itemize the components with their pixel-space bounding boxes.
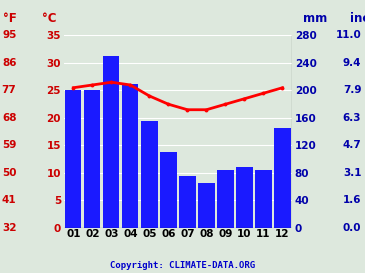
Text: 59: 59 [2,141,16,150]
Text: 50: 50 [2,168,16,178]
Text: 4.7: 4.7 [343,141,361,150]
Text: 3.1: 3.1 [343,168,361,178]
Text: 6.3: 6.3 [343,113,361,123]
Bar [255,170,272,228]
Bar [160,152,177,228]
Bar [122,84,138,228]
Text: Copyright: CLIMATE-DATA.ORG: Copyright: CLIMATE-DATA.ORG [110,261,255,270]
Bar [141,121,158,228]
Text: 1.6: 1.6 [343,195,361,206]
Text: °C: °C [42,11,57,25]
Text: 7.9: 7.9 [343,85,361,96]
Bar [274,128,291,228]
Text: 0.0: 0.0 [343,223,361,233]
Text: 32: 32 [2,223,16,233]
Bar [218,170,234,228]
Text: °F: °F [3,11,16,25]
Text: 68: 68 [2,113,16,123]
Bar [198,183,215,228]
Text: 11.0: 11.0 [335,31,361,40]
Text: 9.4: 9.4 [343,58,361,68]
Bar [65,90,81,228]
Bar [179,176,196,228]
Text: 77: 77 [2,85,16,96]
Text: 86: 86 [2,58,16,68]
Bar [103,56,119,228]
Bar [237,167,253,228]
Text: inch: inch [350,11,365,25]
Text: 41: 41 [2,195,16,206]
Text: 95: 95 [2,31,16,40]
Text: mm: mm [303,11,327,25]
Bar [84,90,100,228]
